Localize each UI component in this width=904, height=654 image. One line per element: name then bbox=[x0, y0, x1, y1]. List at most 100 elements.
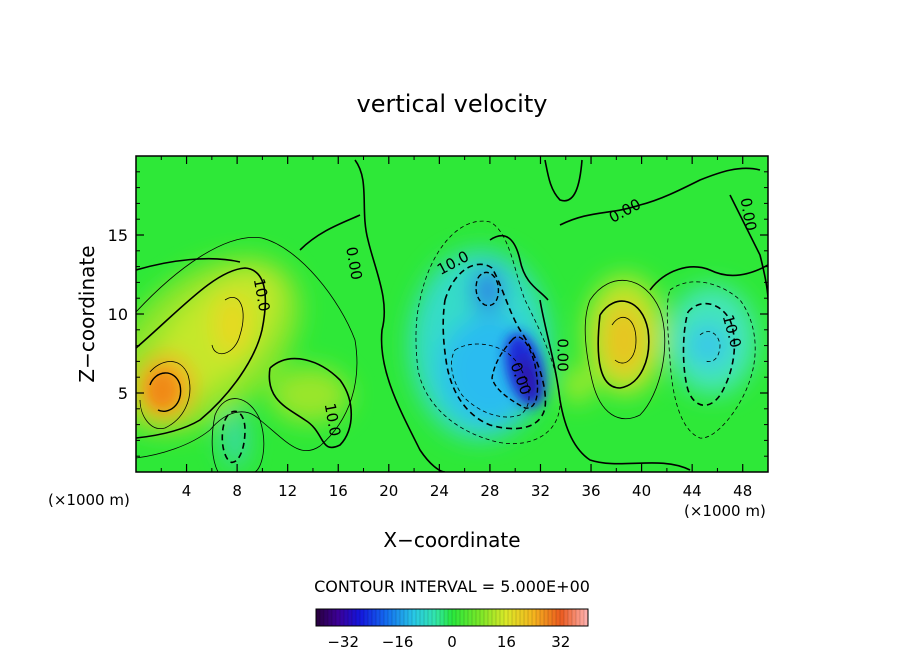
x-tick-label: 24 bbox=[430, 482, 449, 500]
contour-neg-15 bbox=[451, 343, 530, 418]
contour-right-5 bbox=[584, 279, 666, 420]
colorbar-segment bbox=[544, 609, 549, 626]
contour-right-10 bbox=[597, 300, 650, 389]
colorbar-segment bbox=[568, 609, 573, 626]
colorbar-segment bbox=[396, 609, 401, 626]
colorbar-segment bbox=[572, 609, 577, 626]
colorbar-segment bbox=[320, 609, 325, 626]
x-tick-label: 44 bbox=[683, 482, 702, 500]
colorbar-segment bbox=[576, 609, 581, 626]
x-axis: 4 8 12 16 20 24 28 32 36 40 44 48 bbox=[160, 156, 752, 500]
colorbar-segment bbox=[412, 609, 417, 626]
x-unit-right: (×1000 m) bbox=[684, 502, 766, 520]
contour-low-mid bbox=[268, 357, 352, 449]
contour-neg-20 bbox=[491, 336, 539, 409]
contour-neg-right-15 bbox=[699, 331, 721, 362]
x-tick-label: 48 bbox=[733, 482, 752, 500]
updraft-left-core2 bbox=[214, 293, 250, 357]
downdraft-core-inner bbox=[516, 356, 540, 400]
colorbar-segment bbox=[364, 609, 369, 626]
downdraft-upper bbox=[474, 268, 502, 312]
y-axis-label: Z−coordinate bbox=[75, 245, 99, 382]
contour-left-15 bbox=[139, 361, 191, 429]
colorbar-segment bbox=[376, 609, 381, 626]
updraft-low-middle bbox=[270, 367, 350, 423]
colorbar-segment bbox=[408, 609, 413, 626]
x-tick-label: 36 bbox=[581, 482, 600, 500]
colorbar-segment bbox=[528, 609, 533, 626]
y-tick-label: 10 bbox=[108, 305, 128, 324]
field-blobs bbox=[136, 250, 757, 468]
colorbar-segment bbox=[584, 609, 589, 626]
contour-left-5 bbox=[136, 236, 358, 459]
contour-label: 0.00 bbox=[342, 245, 366, 281]
colorbar-segment bbox=[492, 609, 497, 626]
colorbar-segment bbox=[484, 609, 489, 626]
colorbar-segment bbox=[384, 609, 389, 626]
colorbar-segment bbox=[392, 609, 397, 626]
y-tick-label: 15 bbox=[108, 226, 128, 245]
colorbar-segment bbox=[316, 609, 321, 626]
colorbar-segment bbox=[504, 609, 509, 626]
y-axis: 5 10 15 bbox=[108, 171, 768, 457]
x-tick-label: 32 bbox=[531, 482, 550, 500]
colorbar-segment bbox=[324, 609, 329, 626]
colorbar-segment bbox=[524, 609, 529, 626]
colorbar-segment bbox=[424, 609, 429, 626]
colorbar-ticks: −32 −16 0 16 32 bbox=[327, 633, 570, 651]
colorbar-segment bbox=[460, 609, 465, 626]
colorbar-segment bbox=[512, 609, 517, 626]
colorbar-segment bbox=[380, 609, 385, 626]
colorbar-segment bbox=[340, 609, 345, 626]
contour-neg-low-left bbox=[221, 410, 246, 464]
contour-zero-e bbox=[489, 235, 549, 301]
colorbar-segment bbox=[444, 609, 449, 626]
updraft-right-core bbox=[602, 302, 646, 378]
colorbar-segment bbox=[468, 609, 473, 626]
colorbar-segment bbox=[404, 609, 409, 626]
contour-label: 0.00 bbox=[737, 196, 761, 232]
x-tick-label: 4 bbox=[182, 482, 192, 500]
contour-zero-c bbox=[559, 167, 761, 226]
colorbar-segment bbox=[500, 609, 505, 626]
contour-label: 0.00 bbox=[553, 338, 571, 371]
x-tick-label: 12 bbox=[278, 482, 297, 500]
colorbar-segment bbox=[436, 609, 441, 626]
x-tick-label: 28 bbox=[480, 482, 499, 500]
colorbar-segment bbox=[348, 609, 353, 626]
colorbar-tick-label: 0 bbox=[447, 633, 457, 651]
colorbar-segment bbox=[472, 609, 477, 626]
colorbar-segment bbox=[328, 609, 333, 626]
colorbar-segment bbox=[416, 609, 421, 626]
contour-neg-10 bbox=[442, 263, 547, 430]
x-tick-label: 20 bbox=[379, 482, 398, 500]
updraft-left-hot bbox=[148, 372, 176, 408]
y-tick-label: 5 bbox=[118, 384, 128, 403]
colorbar-segment bbox=[344, 609, 349, 626]
colorbar-segment bbox=[508, 609, 513, 626]
contour-label: 10.0 bbox=[321, 402, 345, 438]
contour-neg-upper bbox=[475, 271, 500, 307]
colorbar-segment bbox=[332, 609, 337, 626]
colorbar-segment bbox=[496, 609, 501, 626]
contour-zero-a bbox=[354, 159, 446, 472]
contour-left-10 bbox=[136, 267, 267, 439]
colorbar-segment bbox=[476, 609, 481, 626]
contour-zero-b bbox=[539, 299, 691, 471]
colorbar-segment bbox=[456, 609, 461, 626]
x-tick-label: 16 bbox=[329, 482, 348, 500]
field-cores bbox=[148, 333, 545, 408]
colorbar-segment bbox=[552, 609, 557, 626]
downdraft-right-core bbox=[686, 323, 730, 367]
colorbar-segment bbox=[452, 609, 457, 626]
contour-lines bbox=[136, 159, 768, 472]
colorbar-tick-label: −16 bbox=[382, 633, 414, 651]
colorbar-tick-label: −32 bbox=[327, 633, 359, 651]
contour-interval-text: CONTOUR INTERVAL = 5.000E+00 bbox=[314, 577, 590, 596]
contour-left-20 bbox=[149, 372, 182, 412]
colorbar-segment bbox=[440, 609, 445, 626]
colorbar-segment bbox=[464, 609, 469, 626]
x-unit-left: (×1000 m) bbox=[48, 491, 130, 509]
colorbar-segment bbox=[516, 609, 521, 626]
